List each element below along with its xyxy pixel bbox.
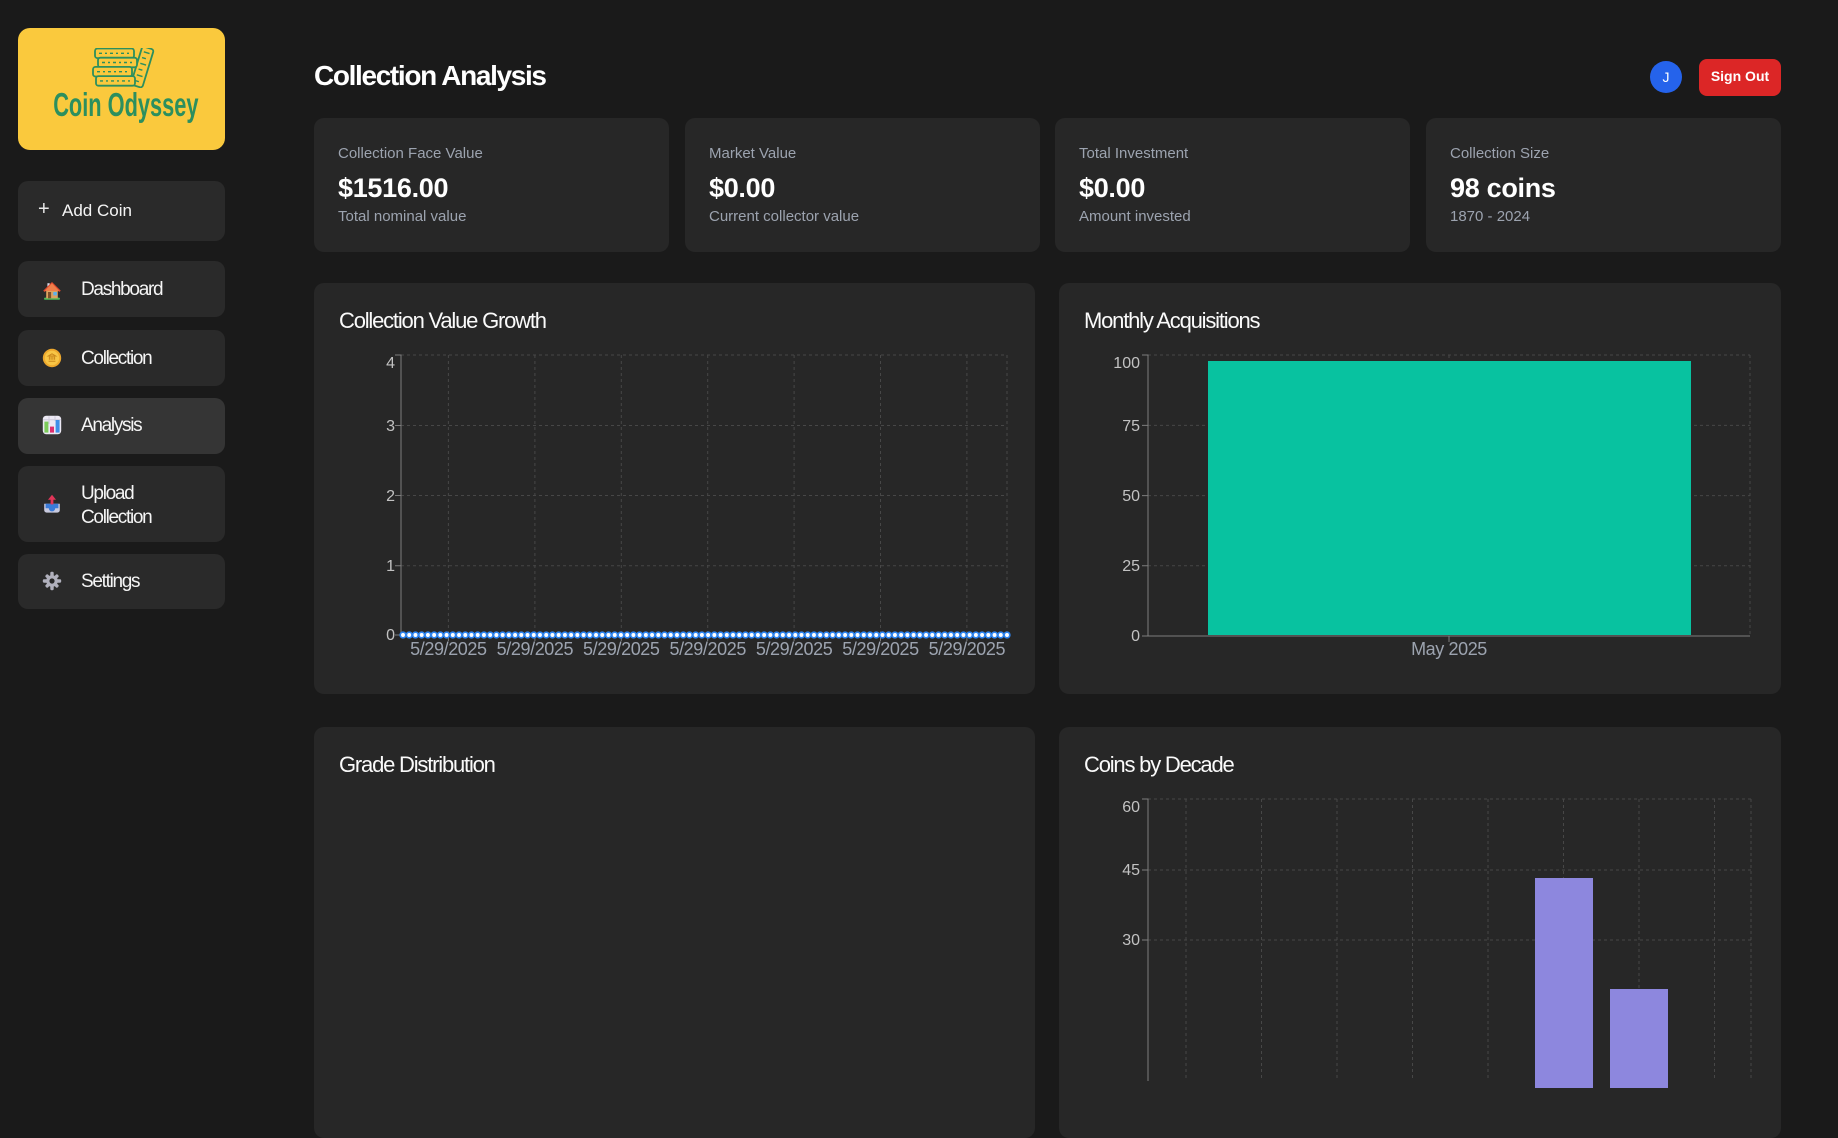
svg-text:60: 60 bbox=[1122, 799, 1140, 816]
svg-text:4: 4 bbox=[386, 355, 395, 372]
svg-text:100: 100 bbox=[1113, 355, 1140, 372]
svg-text:5/29/2025: 5/29/2025 bbox=[756, 639, 833, 659]
svg-text:0: 0 bbox=[1131, 628, 1140, 645]
svg-text:50: 50 bbox=[1122, 488, 1140, 505]
svg-text:75: 75 bbox=[1122, 418, 1140, 435]
svg-text:5/29/2025: 5/29/2025 bbox=[410, 639, 487, 659]
svg-text:5/29/2025: 5/29/2025 bbox=[929, 639, 1006, 659]
svg-text:3: 3 bbox=[386, 418, 395, 435]
svg-text:5/29/2025: 5/29/2025 bbox=[669, 639, 746, 659]
svg-text:25: 25 bbox=[1122, 558, 1140, 575]
svg-text:45: 45 bbox=[1122, 862, 1140, 879]
svg-text:May 2025: May 2025 bbox=[1411, 639, 1487, 659]
svg-text:2: 2 bbox=[386, 488, 395, 505]
svg-text:5/29/2025: 5/29/2025 bbox=[583, 639, 660, 659]
svg-text:5/29/2025: 5/29/2025 bbox=[842, 639, 919, 659]
svg-text:1: 1 bbox=[386, 558, 395, 575]
svg-text:30: 30 bbox=[1122, 932, 1140, 949]
svg-text:5/29/2025: 5/29/2025 bbox=[497, 639, 574, 659]
svg-text:0: 0 bbox=[386, 627, 395, 644]
